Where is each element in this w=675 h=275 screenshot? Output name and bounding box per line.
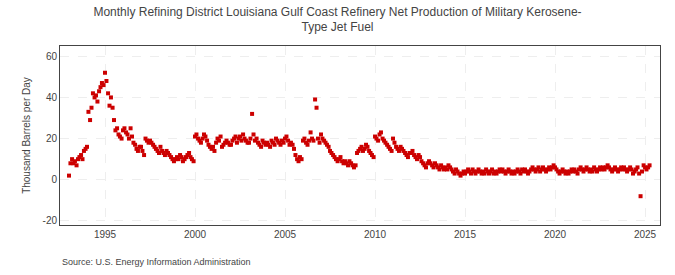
svg-text:Source: U.S. Energy Informatio: Source: U.S. Energy Information Administ… bbox=[62, 257, 251, 267]
svg-text:2020: 2020 bbox=[544, 229, 567, 240]
svg-text:2010: 2010 bbox=[364, 229, 387, 240]
svg-text:Thousand Barrels per Day: Thousand Barrels per Day bbox=[21, 77, 32, 194]
svg-text:60: 60 bbox=[46, 51, 58, 62]
svg-text:Monthly Refining District Loui: Monthly Refining District Louisiana Gulf… bbox=[93, 5, 581, 35]
svg-text:2025: 2025 bbox=[634, 229, 657, 240]
svg-text:0: 0 bbox=[51, 174, 57, 185]
svg-text:2015: 2015 bbox=[454, 229, 477, 240]
svg-text:-20: -20 bbox=[43, 215, 58, 226]
svg-text:40: 40 bbox=[46, 92, 58, 103]
svg-text:2005: 2005 bbox=[274, 229, 297, 240]
svg-text:2000: 2000 bbox=[184, 229, 207, 240]
svg-text:1995: 1995 bbox=[94, 229, 117, 240]
svg-text:20: 20 bbox=[46, 133, 58, 144]
